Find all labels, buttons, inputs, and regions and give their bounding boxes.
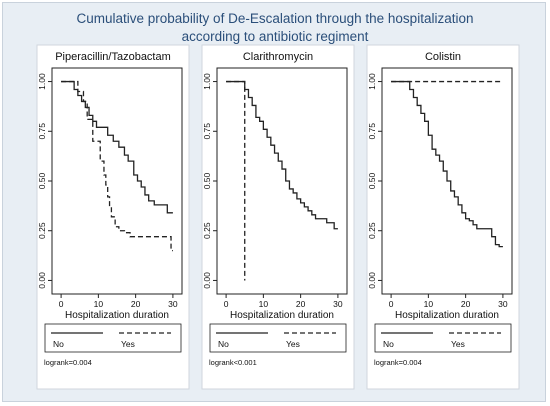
logrank-annotation: logrank<0.001 [209,358,257,367]
figure-title: Cumulative probability of De-Escalation … [0,10,550,46]
y-tick-label: 0.00 [37,272,47,289]
x-tick-label: 20 [461,299,471,309]
legend-label-no: No [383,339,394,349]
x-tick-label: 0 [389,299,394,309]
panel-title: Piperacillin/Tazobactam [55,51,171,63]
legend-box [209,323,347,353]
chart-panel-1: Piperacillin/Tazobactam 0.00 0.25 0.50 0.75 1… [36,44,190,390]
y-tick-label: 0.25 [367,222,377,239]
x-tick-label: 10 [94,299,104,309]
legend-label-no: No [53,339,64,349]
chart-panel-2: Clarithromycin 0.00 0.25 0.50 0.75 1.00 0 10 20 3… [201,44,355,390]
legend-label-yes: Yes [121,339,135,349]
series-no-line [391,80,503,248]
legend-box [44,323,182,353]
logrank-annotation: logrank=0.004 [374,358,422,367]
y-tick-label: 0.75 [37,123,47,140]
y-tick-label: 0.75 [367,123,377,140]
legend-label-no: No [218,339,229,349]
y-tick-label: 0.50 [367,172,377,189]
y-tick-label: 0.75 [202,123,212,140]
logrank-annotation: logrank=0.004 [44,358,92,367]
x-axis-label: Hospitalization duration [395,310,499,321]
series-no-line [226,80,338,230]
x-tick-label: 20 [296,299,306,309]
legend-label-yes: Yes [451,339,465,349]
figure-title-line-1: Cumulative probability of De-Escalation … [76,11,474,26]
chart-panel-3: Colistin 0.00 0.25 0.50 0.75 1.00 0 10 20 30Hospi… [366,44,520,390]
x-axis-label: Hospitalization duration [65,310,169,321]
x-tick-label: 20 [131,299,141,309]
x-tick-label: 10 [424,299,434,309]
y-tick-label: 1.00 [37,73,47,90]
y-tick-label: 0.50 [202,172,212,189]
x-tick-label: 0 [59,299,64,309]
y-tick-label: 0.25 [37,222,47,239]
figure-title-line-2: according to antibiotic regiment [181,29,369,44]
y-tick-label: 1.00 [367,73,377,90]
legend-label-yes: Yes [286,339,300,349]
series-yes-line [226,80,246,281]
y-tick-label: 0.00 [202,272,212,289]
x-tick-label: 0 [224,299,229,309]
panel-title: Colistin [425,51,461,63]
y-tick-label: 1.00 [202,73,212,90]
x-tick-label: 30 [168,299,178,309]
x-tick-label: 30 [333,299,343,309]
panel-title: Clarithromycin [243,51,313,63]
series-yes-line [61,80,173,252]
x-tick-label: 30 [498,299,508,309]
y-tick-label: 0.25 [202,222,212,239]
x-tick-label: 10 [259,299,269,309]
legend-box [374,323,512,353]
y-tick-label: 0.00 [367,272,377,289]
y-tick-label: 0.50 [37,172,47,189]
x-axis-label: Hospitalization duration [230,310,334,321]
